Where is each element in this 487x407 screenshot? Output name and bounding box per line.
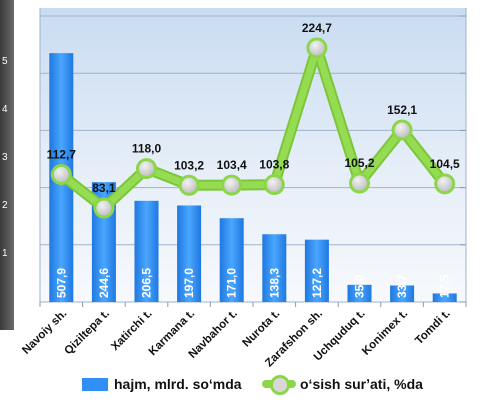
bar-value-label: 507,9: [54, 268, 68, 298]
line-marker: [391, 119, 413, 141]
line-marker: [263, 174, 285, 196]
category-label: Konimex t.: [360, 308, 410, 358]
line-value-label: 105,2: [344, 156, 374, 170]
bar-value-label: 127,2: [310, 268, 324, 298]
bar: [347, 284, 372, 302]
bar: [432, 293, 457, 302]
line-marker: [93, 197, 115, 219]
left-axis-tick-label: 5: [2, 56, 8, 67]
line-value-label: 118,0: [132, 142, 162, 156]
bar-value-label: 171,0: [225, 268, 239, 298]
line-value-label: 112,7: [47, 148, 77, 162]
bar-value-label: 206,5: [140, 268, 154, 298]
bar: [134, 200, 159, 302]
bar: [219, 218, 244, 302]
line-value-label: 104,5: [430, 157, 460, 171]
line-value-label: 152,1: [387, 103, 417, 117]
legend-bar-swatch: [82, 377, 108, 391]
bar-value-label: 138,3: [267, 268, 281, 298]
left-axis-tick-label: 4: [2, 104, 8, 115]
bar-value-label: 17,5: [438, 274, 452, 298]
line-value-label: 83,1: [92, 181, 116, 195]
line-value-label: 103,2: [174, 158, 204, 172]
line-value-label: 103,8: [259, 158, 289, 172]
left-axis-strip: [0, 0, 14, 330]
legend-bar-label: hajm, mlrd. soʻmda: [114, 376, 242, 392]
legend-item-bar: hajm, mlrd. soʻmda: [82, 372, 242, 396]
line-marker: [349, 172, 370, 194]
bar-value-label: 197,0: [182, 268, 196, 298]
category-label: Qiziltepa t.: [62, 308, 112, 358]
legend-line-label: oʻsish surʼati, %da: [300, 376, 423, 392]
legend: hajm, mlrd. soʻmda oʻsish surʼati, %da: [0, 372, 487, 396]
bar-value-label: 35,0: [353, 274, 367, 298]
category-label: Tomdi t.: [413, 308, 453, 348]
line-marker: [178, 174, 200, 196]
bar-value-label: 33,7: [395, 274, 409, 298]
bar: [262, 234, 287, 302]
bar: [304, 239, 329, 302]
left-axis-tick-label: 2: [2, 200, 8, 211]
line-marker: [50, 164, 72, 186]
category-label: Xatirchi t.: [109, 308, 155, 354]
left-axis-tick-label: 1: [2, 248, 8, 259]
line-value-label: 224,7: [302, 21, 332, 35]
left-axis-ticks: 5 4 3 2 1: [2, 56, 8, 259]
legend-line-swatch: [262, 374, 296, 395]
legend-item-line: oʻsish surʼati, %da: [262, 372, 423, 396]
line-marker: [434, 173, 456, 195]
bar: [177, 205, 202, 302]
growth-line: [57, 44, 449, 212]
category-label: Nurota t.: [241, 308, 283, 350]
line-value-label: 103,4: [217, 158, 247, 172]
line-series: 112,7 83,1 118,0 103,2 103,4 103,8 224,7 105,2 1…: [47, 21, 460, 219]
category-labels: Navoiy sh.Qiziltepa t.Xatirchi t.Karmana…: [20, 308, 453, 370]
line-marker: [221, 174, 243, 196]
line-marker: [306, 37, 328, 59]
bar: [390, 285, 415, 302]
left-axis-tick-label: 3: [2, 152, 8, 163]
bar-value-label: 244,6: [97, 268, 111, 298]
line-marker: [136, 158, 157, 180]
